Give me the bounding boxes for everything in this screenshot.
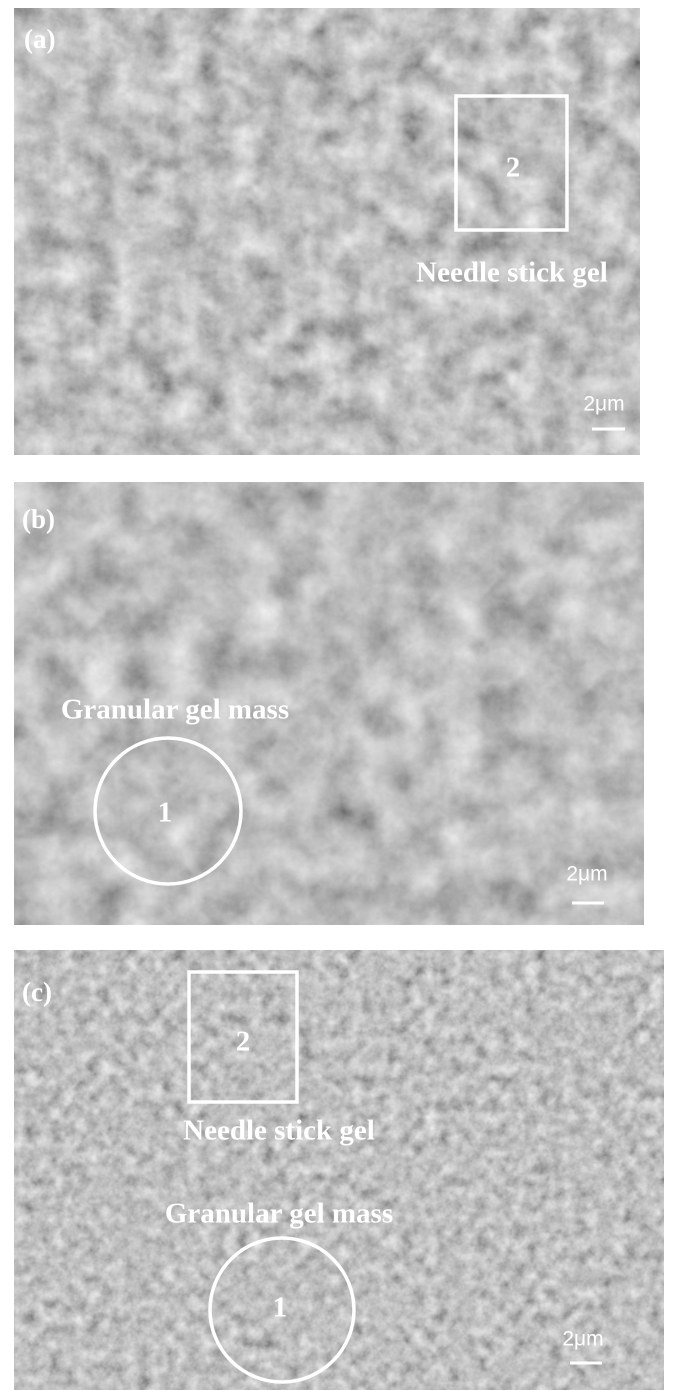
- annotation: Needle stick gel: [416, 257, 608, 289]
- annotation: Granular gel mass: [165, 1198, 393, 1230]
- annotation: Granular gel mass: [61, 694, 289, 726]
- scale-label: 2μm: [583, 393, 624, 416]
- panel-label: (c): [22, 977, 52, 1007]
- scale-label: 2μm: [562, 1328, 603, 1351]
- figure: (a) 2 Needle stick gel 2μm (b) Granular …: [0, 0, 674, 1390]
- panel-a: (a) 2 Needle stick gel 2μm: [14, 8, 640, 455]
- region-number: 1: [158, 797, 173, 829]
- region-number: 1: [273, 1292, 288, 1324]
- scale-label: 2μm: [566, 863, 607, 886]
- region-number: 2: [236, 1026, 251, 1058]
- page: {"panels": [ {"label": "(a)", "box_label…: [0, 0, 674, 1390]
- annotation: Needle stick gel: [183, 1115, 375, 1147]
- panel-b: (b) Granular gel mass 1 2μm: [14, 482, 644, 925]
- panel-label: (b): [22, 504, 55, 534]
- panel-c: (c) 2 Needle stick gel Granular gel mass…: [14, 950, 664, 1390]
- panel-label: (a): [24, 24, 55, 54]
- region-number: 2: [506, 152, 521, 184]
- micrograph: [14, 950, 664, 1390]
